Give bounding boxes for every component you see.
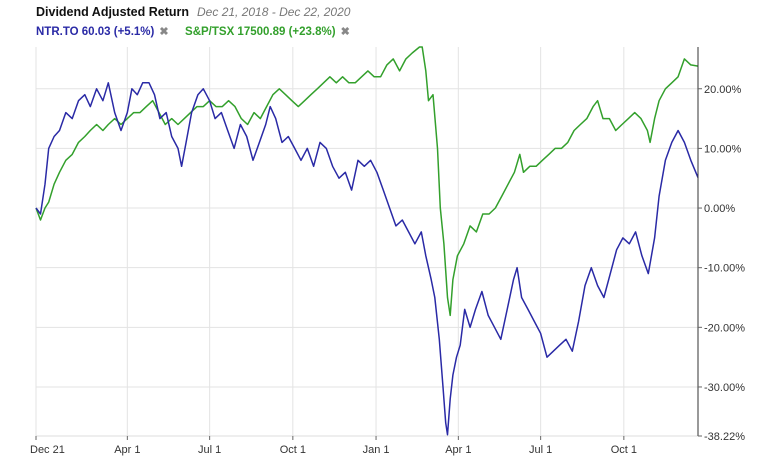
series-line-ntr-to [35,82,699,436]
chart-date-range: Dec 21, 2018 - Dec 22, 2020 [197,5,351,19]
x-tick-label: Apr 1 [445,444,471,456]
x-tick-label: Oct 1 [280,444,306,456]
x-tick-label: Apr 1 [114,444,140,456]
y-tick-label: -20.00% [704,322,745,334]
chart-title: Dividend Adjusted Return [36,5,190,19]
y-tick-label: 10.00% [704,143,742,155]
y-tick-label: -38.22% [704,431,745,443]
y-tick-label: -10.00% [704,263,745,275]
series-line-s-p-tsx [35,46,699,317]
close-icon[interactable]: ✖ [159,26,169,38]
y-tick-label: 20.00% [704,84,742,96]
grid-lines [35,47,698,437]
series-lines [35,46,699,436]
x-tick-label: Dec 21 [30,444,65,456]
x-tick-label: Jan 1 [363,444,390,456]
legend-label-ntr: NTR.TO 60.03 (+5.1%) [36,26,155,38]
legend-item-ntr[interactable]: NTR.TO 60.03 (+5.1%) ✖ [36,23,169,42]
y-axis-ticks: 20.00% 10.00% 0.00% -10.00% -20.00% -30.00% -3… [698,84,745,443]
y-tick-label: -30.00% [704,382,745,394]
legend-item-tsx[interactable]: S&P/TSX 17500.89 (+23.8%) ✖ [185,23,350,42]
close-icon[interactable]: ✖ [340,26,350,38]
legend-label-tsx: S&P/TSX 17500.89 (+23.8%) [185,26,336,38]
x-tick-label: Jul 1 [529,444,552,456]
x-tick-label: Jul 1 [198,444,221,456]
x-tick-label: Oct 1 [611,444,637,456]
title-row: Dividend Adjusted Return Dec 21, 2018 - D… [36,2,736,21]
x-axis-ticks: Dec 21 Apr 1 Jul 1 Oct 1 Jan 1 Apr 1 Jul 1 Oct … [30,436,637,456]
legend: NTR.TO 60.03 (+5.1%) ✖ S&P/TSX 17500.89 (… [36,21,736,40]
chart-header: Dividend Adjusted Return Dec 21, 2018 - D… [36,2,736,40]
y-tick-label: 0.00% [704,203,735,215]
